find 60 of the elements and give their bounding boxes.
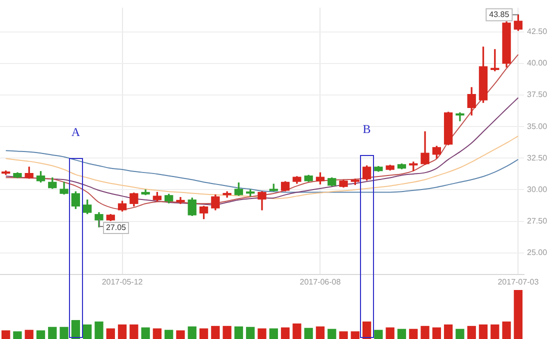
bar (467, 326, 476, 339)
x-tick-label: 2017-07-03 (498, 277, 540, 286)
y-tick-label: 25.00 (527, 248, 548, 258)
bar (397, 328, 406, 339)
bar (280, 327, 290, 339)
bar (60, 326, 68, 339)
bar (374, 330, 383, 339)
bar (83, 324, 92, 339)
annotation: A (70, 125, 82, 139)
bar (141, 327, 150, 339)
bar (420, 326, 430, 339)
bar (118, 324, 127, 339)
bar (269, 328, 278, 339)
bar (234, 326, 244, 339)
y-tick-label: 32.50 (527, 153, 548, 162)
bar (199, 328, 208, 339)
y-tick-label: 37.50 (527, 90, 548, 100)
bar (328, 328, 336, 339)
bar (292, 323, 302, 339)
bar (36, 330, 46, 339)
bar (490, 324, 500, 339)
bar (188, 326, 196, 339)
bar (350, 331, 360, 339)
bar (456, 328, 464, 339)
bar (246, 326, 255, 339)
bar (478, 324, 488, 339)
y-tick-label: 42.50 (527, 27, 548, 36)
bar (339, 331, 348, 339)
bar (409, 328, 418, 339)
bar (362, 322, 372, 339)
x-tick-label: 2017-05-12 (102, 277, 144, 286)
bar (24, 330, 34, 339)
bar (514, 290, 523, 339)
bar (71, 320, 80, 339)
bar (444, 324, 453, 339)
bar (304, 328, 313, 339)
bar (502, 322, 511, 339)
bar (13, 331, 22, 339)
bar (176, 330, 185, 339)
x-tick-label: 2017-06-08 (300, 277, 342, 286)
y-tick-label: 27.50 (527, 216, 548, 226)
bar (258, 328, 266, 339)
bar (94, 322, 104, 339)
bar (222, 326, 232, 339)
bar (211, 326, 220, 339)
bar (432, 327, 441, 339)
bar (130, 324, 138, 339)
bar (386, 327, 394, 339)
y-tick-label: 40.00 (527, 58, 548, 68)
y-tick-label: 35.00 (527, 122, 548, 131)
y-tick-label: 30.00 (527, 184, 548, 194)
bar (1, 330, 10, 339)
annotation: 43.85 (489, 10, 510, 19)
bar (106, 328, 115, 339)
bar (48, 326, 57, 339)
bar (316, 326, 325, 339)
bar (164, 330, 174, 339)
annotation: B (362, 122, 372, 136)
bar (152, 328, 162, 339)
annotation: 27.05 (102, 222, 129, 234)
